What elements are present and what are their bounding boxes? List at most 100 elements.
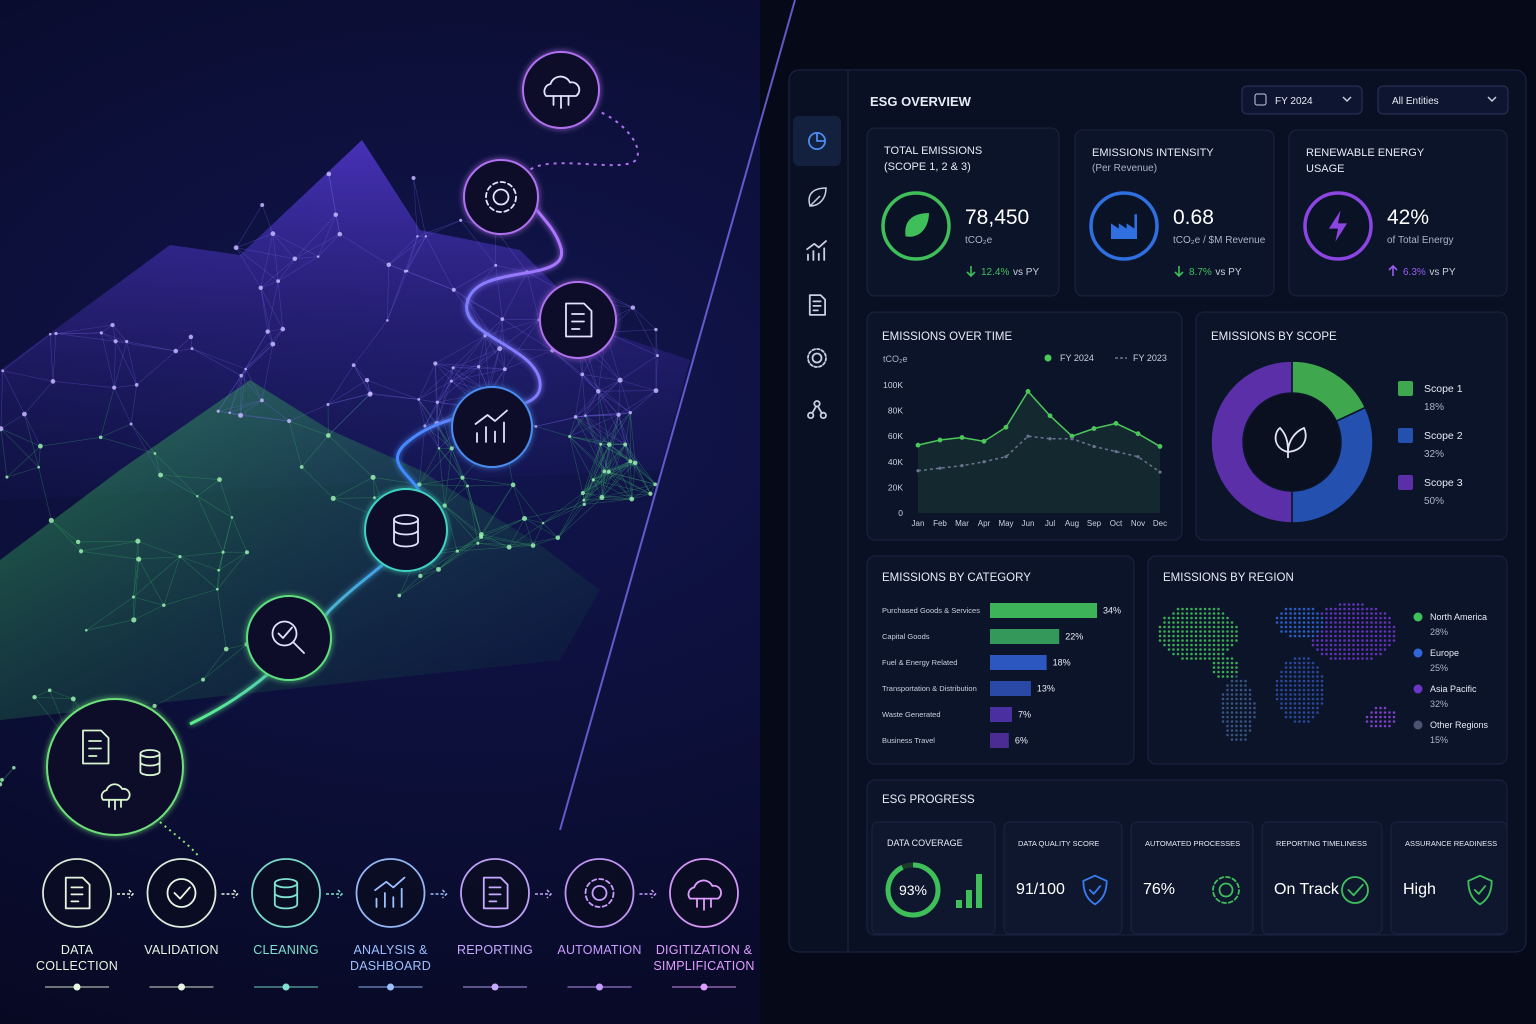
icon-stroke	[806, 240, 827, 261]
step-dot	[700, 983, 708, 991]
filter-year[interactable]	[1241, 85, 1363, 115]
network-link	[179, 556, 219, 571]
network-node	[596, 389, 601, 394]
donut-hole	[1244, 394, 1340, 490]
map-dot	[1212, 666, 1216, 669]
network-link	[317, 214, 337, 257]
map-dot	[1284, 697, 1288, 701]
map-dot	[1208, 621, 1211, 624]
network-link	[436, 423, 453, 449]
filter-year-label: FY 2024	[1275, 96, 1313, 107]
map-dot	[1374, 724, 1378, 728]
network-link	[569, 436, 626, 445]
map-dot	[1298, 715, 1301, 719]
map-dot	[1365, 639, 1369, 642]
map-dot	[1226, 711, 1229, 714]
network-link	[495, 229, 528, 273]
network-link	[583, 479, 594, 501]
network-link	[6, 466, 39, 478]
network-link	[630, 390, 657, 413]
network-link	[38, 446, 41, 468]
map-dot	[1316, 639, 1319, 642]
map-dot	[1190, 639, 1193, 642]
network-node	[616, 412, 621, 417]
step-label: DIGITIZATION & SIMPLIFICATION	[653, 943, 755, 973]
network-link	[236, 233, 273, 248]
network-link	[267, 328, 283, 332]
map-dot	[1190, 652, 1193, 656]
network-link	[435, 363, 490, 393]
network-link	[333, 497, 375, 499]
bar-value-label: 13%	[1037, 684, 1055, 694]
network-link	[581, 374, 586, 416]
network-link	[217, 552, 224, 590]
map-dot	[1379, 634, 1382, 638]
map-dot	[1181, 643, 1184, 647]
map-dot	[1370, 639, 1373, 642]
network-link	[609, 412, 631, 445]
kpi-arrow	[1388, 264, 1398, 276]
y-axis-label: tCO₂e	[883, 354, 908, 364]
step-circle	[460, 858, 530, 928]
kpi-change: 6.3%	[1403, 267, 1426, 278]
network-link	[620, 379, 657, 391]
map-dot	[1190, 612, 1193, 615]
network-node	[606, 469, 611, 474]
map-dot	[1316, 693, 1319, 696]
map-dot	[1235, 670, 1238, 674]
step-circle	[564, 858, 635, 928]
map-dot	[1226, 616, 1229, 620]
network-node	[476, 365, 481, 369]
map-dot	[1374, 621, 1378, 624]
map-dot	[1203, 612, 1207, 615]
network-link	[583, 497, 602, 501]
map-dot	[1203, 634, 1207, 638]
network-link	[277, 256, 319, 282]
map-dot	[1239, 724, 1243, 728]
map-dot	[1185, 630, 1189, 633]
map-dot	[1167, 634, 1171, 638]
icon-stroke	[1218, 882, 1234, 898]
network-link	[301, 435, 329, 468]
map-dot	[1230, 630, 1234, 633]
network-link	[582, 461, 631, 494]
step-arrow	[639, 889, 657, 899]
network-link	[437, 402, 453, 449]
map-dot	[1185, 612, 1189, 615]
map-dot	[1226, 688, 1229, 692]
map-dot	[1217, 639, 1220, 642]
network-link	[2, 370, 54, 382]
network-link	[388, 264, 406, 272]
map-dot	[1293, 675, 1297, 678]
network-node	[455, 549, 459, 553]
network-link	[294, 233, 340, 260]
map-dot	[1203, 607, 1207, 611]
network-link	[624, 444, 631, 462]
filter-entity[interactable]	[1377, 85, 1509, 115]
map-dot	[1325, 648, 1328, 651]
map-dot	[1163, 634, 1166, 638]
network-link	[582, 471, 609, 494]
network-link	[24, 413, 41, 447]
map-dot	[1316, 706, 1319, 710]
map-dot	[1230, 670, 1234, 674]
flow-node	[46, 698, 184, 836]
map-dot	[1181, 612, 1184, 615]
icon-stroke	[139, 752, 161, 777]
map-dot	[1289, 661, 1292, 665]
map-dot	[1329, 648, 1333, 651]
network-link	[435, 363, 479, 367]
map-dot	[1307, 675, 1310, 678]
progress-card	[1130, 821, 1254, 935]
network-link	[462, 477, 482, 535]
series-area	[918, 391, 1160, 513]
map-dot	[1383, 648, 1387, 651]
map-dot	[1230, 639, 1234, 642]
network-link	[601, 461, 631, 498]
map-dot	[1226, 675, 1229, 678]
network-link	[600, 414, 619, 445]
network-link	[136, 350, 176, 386]
map-dot	[1293, 634, 1297, 638]
